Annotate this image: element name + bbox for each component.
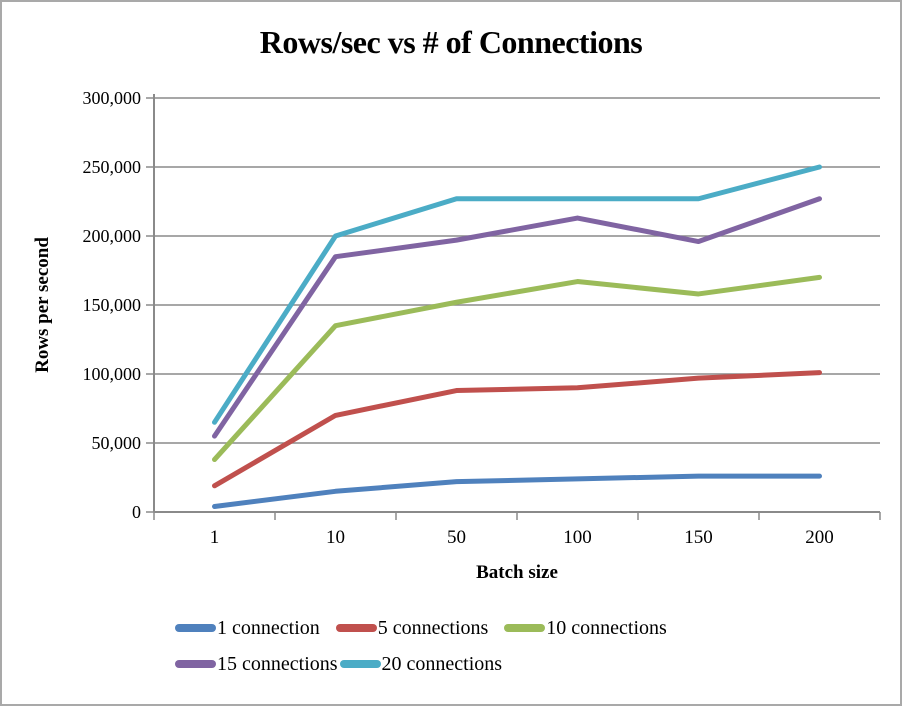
legend-label: 15 connections (217, 653, 338, 675)
legend-item-1-connection: 1 connection (175, 618, 320, 638)
axes (153, 94, 880, 513)
x-tick-label: 10 (326, 527, 345, 548)
legend-swatch (175, 660, 216, 668)
legend-item-5-connections: 5 connections (335, 617, 489, 639)
x-tick-label: 200 (805, 527, 834, 548)
legend-swatch (339, 660, 381, 668)
legend-item-10-connections: 10 connections (504, 618, 667, 638)
y-tick-label: 150,000 (83, 295, 142, 315)
series-line-10-connections (212, 274, 822, 463)
y-tick-label: 250,000 (83, 157, 142, 177)
y-tick-labels: 0 50,000 100,000 150,000 200,000 250,000 300,0… (83, 88, 142, 522)
series-line-20-connections (212, 164, 822, 425)
y-tick-label: 300,000 (83, 88, 142, 108)
legend-label: 20 connections (381, 653, 503, 675)
x-tick-label: 50 (447, 527, 466, 548)
y-tick-label: 0 (132, 502, 141, 522)
series-lines (212, 164, 822, 509)
legend-row: 1 connection 5 connections 10 connections (175, 618, 683, 638)
legend-swatch (504, 624, 546, 632)
x-tick-label: 1 (210, 527, 220, 548)
legend-swatch (335, 624, 377, 632)
gridlines (154, 97, 880, 444)
x-tick-label: 150 (684, 527, 713, 548)
legend-row: 15 connections 20 connections (175, 654, 683, 674)
y-tick-label: 50,000 (92, 433, 142, 453)
chart-title: Rows/sec vs # of Connections (259, 24, 643, 60)
chart-legend: 1 connection 5 connections 10 connections 1… (175, 618, 683, 674)
x-axis-title: Batch size (476, 562, 558, 583)
legend-item-15-connections: 15 connections (175, 654, 338, 674)
legend-label: 10 connections (546, 617, 667, 639)
y-tick-label: 200,000 (83, 226, 142, 246)
series-line-1-connection (212, 473, 822, 509)
series-line-15-connections (212, 196, 822, 439)
x-tick-label: 100 (563, 527, 592, 548)
legend-item-20-connections: 20 connections (339, 653, 503, 675)
legend-label: 1 connection (217, 617, 320, 639)
axis-ticks (146, 97, 881, 520)
y-axis-title: Rows per second (32, 237, 53, 373)
series-line-5-connections (212, 370, 822, 489)
legend-swatch (175, 624, 216, 632)
x-tick-labels: 1 10 50 100 150 200 (210, 527, 834, 548)
y-tick-label: 100,000 (83, 364, 142, 384)
chart-plot: 0 50,000 100,000 150,000 200,000 250,000 300,0… (32, 88, 881, 583)
legend-label: 5 connections (377, 617, 489, 639)
